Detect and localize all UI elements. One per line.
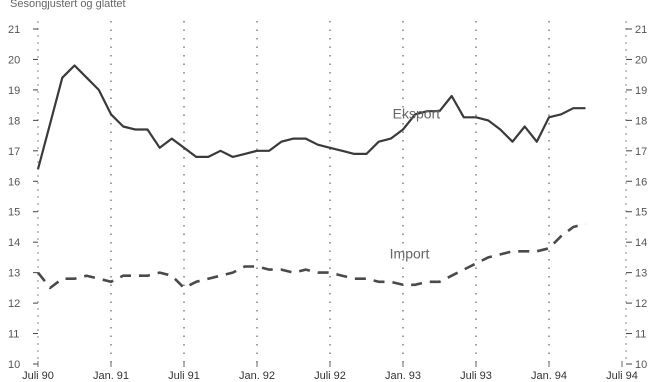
y-tick-label-right: 14 — [635, 237, 647, 249]
y-tick-label-right: 21 — [635, 24, 647, 36]
series-line-eksport — [36, 64, 586, 170]
x-tick-label: Juli 93 — [460, 370, 492, 382]
y-tick-label-right: 13 — [635, 268, 647, 280]
y-tick-label: 13 — [8, 268, 20, 280]
y-tick-label: 19 — [8, 85, 20, 97]
y-tick-label: 17 — [8, 146, 20, 158]
y-tick-label: 21 — [8, 24, 20, 36]
y-tick-label-right: 19 — [635, 85, 647, 97]
series-line-import — [36, 222, 586, 290]
vertical-grid — [110, 21, 550, 364]
x-tick-label: Jan. 94 — [531, 370, 567, 382]
y-tick-label: 10 — [8, 359, 20, 371]
series-label-eksport: Eksport — [393, 105, 441, 121]
y-tick-label: 18 — [8, 115, 20, 127]
y-tick-label-right: 15 — [635, 207, 647, 219]
series-layer — [36, 64, 586, 290]
y-tick-label-right: 16 — [635, 176, 647, 188]
left-y-axis: 10 11 12 13 14 15 16 17 18 19 20 21 — [8, 21, 39, 371]
y-tick-label: 16 — [8, 176, 20, 188]
chart-subtitle: Sesongjustert og glattet — [10, 0, 126, 10]
series-label-import: Import — [390, 245, 430, 261]
y-tick-label: 20 — [8, 54, 20, 66]
series-labels: Eksport Import — [390, 105, 441, 261]
x-tick-label: Juli 92 — [314, 370, 346, 382]
y-tick-label-right: 20 — [635, 54, 647, 66]
x-tick-label: Jan. 93 — [385, 370, 421, 382]
x-tick-label: Jan. 92 — [239, 370, 275, 382]
x-tick-label: Juli 91 — [168, 370, 200, 382]
y-tick-label-right: 17 — [635, 146, 647, 158]
x-tick-label: Juli 90 — [22, 370, 54, 382]
right-y-axis: 10 11 12 13 14 15 16 17 18 19 20 21 — [625, 21, 647, 371]
y-tick-label-right: 10 — [635, 359, 647, 371]
y-tick-label-right: 12 — [635, 298, 647, 310]
x-axis: Juli 90 Jan. 91 Juli 91 Jan. 92 Juli 92 Jan. … — [22, 361, 638, 382]
x-tick-label: Jan. 91 — [93, 370, 129, 382]
y-tick-label-right: 18 — [635, 115, 647, 127]
y-tick-label: 15 — [8, 207, 20, 219]
y-tick-label: 14 — [8, 237, 20, 249]
y-tick-label-right: 11 — [635, 329, 646, 341]
x-tick-label: Juli 94 — [606, 370, 638, 382]
y-tick-label: 12 — [8, 298, 20, 310]
y-tick-label: 11 — [8, 329, 19, 341]
